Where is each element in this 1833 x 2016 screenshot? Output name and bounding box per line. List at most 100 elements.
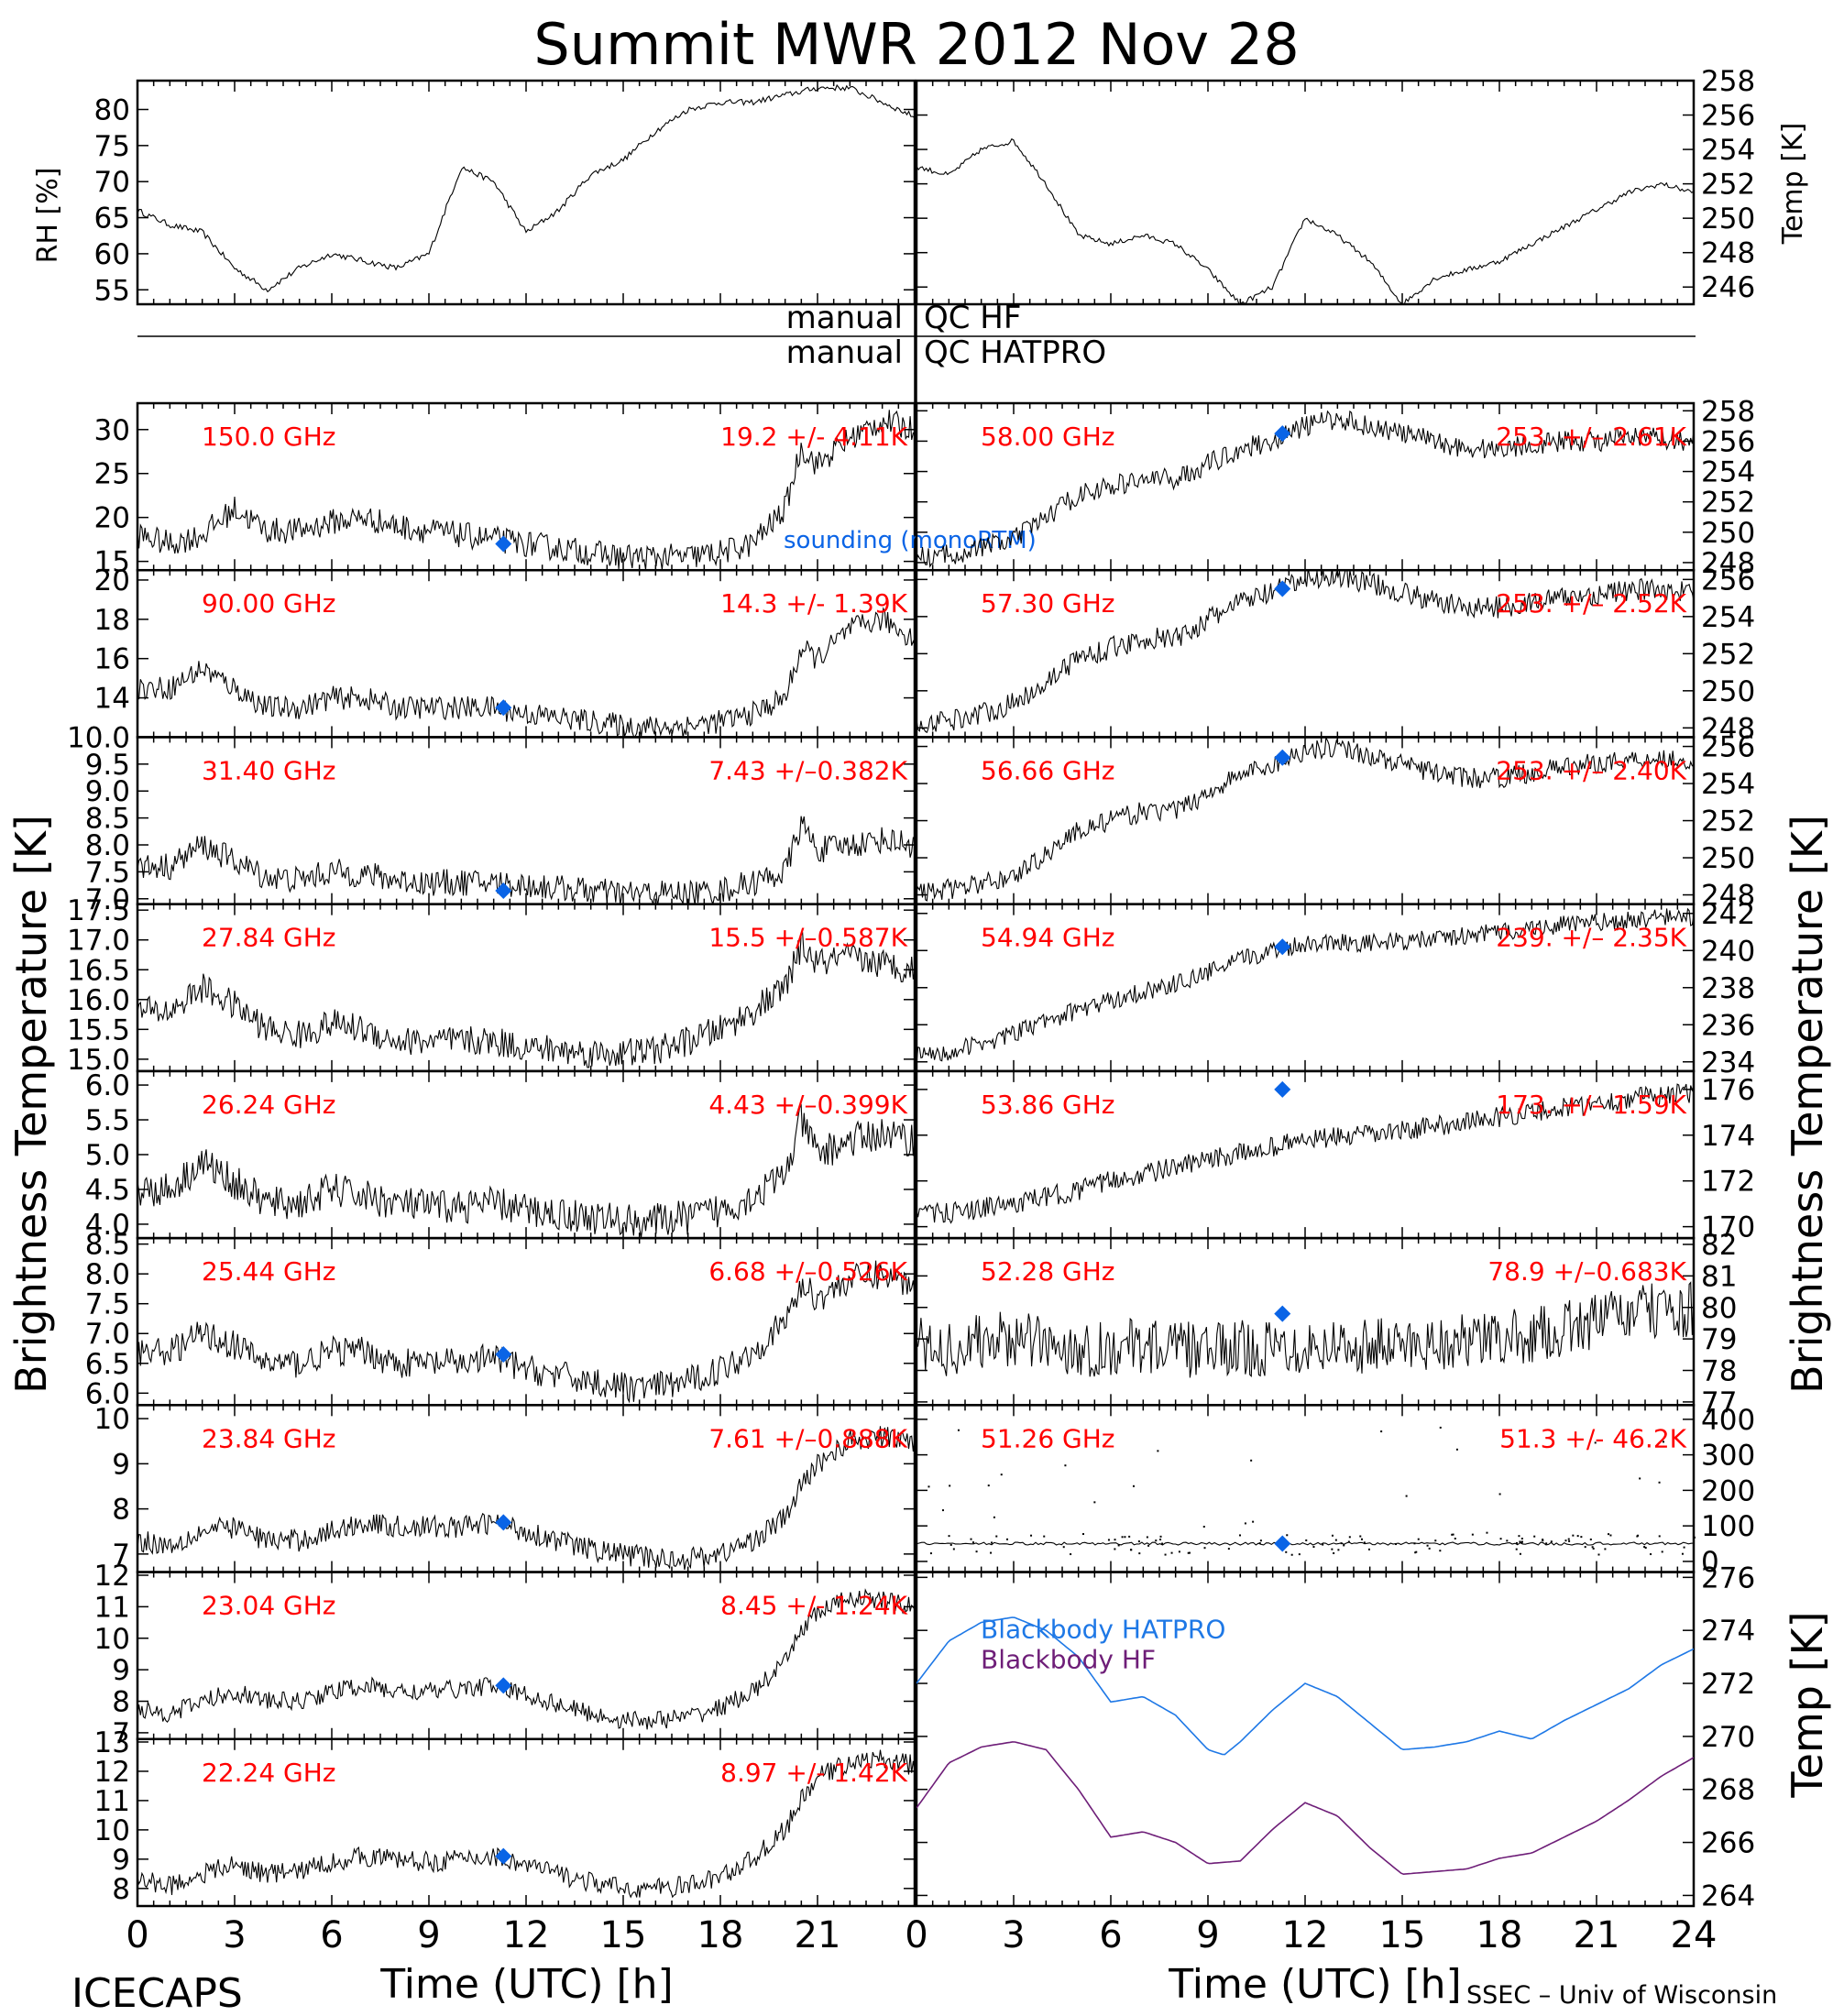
right-panel-0-ytick-label: 256 [1701,425,1755,458]
left-panel-0-sounding-marker [495,535,512,553]
right-panel-1-ytick-label: 248 [1701,712,1755,745]
x-tick-label-left: 18 [697,1914,744,1956]
right-panel-6-series [916,1541,1694,1546]
right-panel-6-point [1159,1539,1162,1541]
right-panel-6-point [1322,1543,1324,1546]
right-panel-6-point [1592,1547,1595,1550]
left-panel-3-ytick-label: 16.5 [67,954,130,987]
left-panel-7-freq-label: 23.04 GHz [202,1591,336,1621]
left-panel-1-stats-label: 14.3 +/- 1.39K [720,588,907,619]
blackbody-panel-ytick-label: 264 [1701,1879,1755,1912]
left-panel-8-stats-label: 8.97 +/- 1.42K [720,1758,907,1788]
right-panel-5-series [916,1281,1694,1378]
left-panel-4-ytick-label: 5.0 [85,1139,130,1172]
left-panel-2-ytick-label: 7.5 [85,856,130,889]
right-panel-6-point [1567,1538,1570,1540]
right-panel-6-point [1107,1539,1110,1541]
right-panel-0-stats-label: 253. +/– 2.61K [1496,422,1686,452]
right-panel-4-ytick-label: 176 [1701,1074,1755,1107]
left-panel-3-ytick-label: 17.5 [67,894,130,927]
blackbody-panel-ytick-label: 272 [1701,1668,1755,1701]
rh-panel-ytick-label: 65 [94,203,130,236]
right-panel-6-point [1683,1546,1685,1549]
right-panel-3-freq-label: 54.94 GHz [981,923,1115,953]
right-panel-6-stats-label: 51.3 +/- 46.2K [1499,1423,1686,1453]
right-panel-2-ytick-label: 256 [1701,731,1755,764]
right-panel-6-point [1693,1536,1696,1539]
left-panel-0-ytick-label: 25 [94,458,130,491]
right-panel-6-point [1164,1553,1167,1556]
temp-panel-ytick-label: 258 [1701,65,1755,98]
right-panel-1-stats-label: 253. +/– 2.52K [1496,588,1686,619]
left-panel-6-ytick-label: 7 [112,1539,130,1572]
left-panel-3-ytick-label: 17.0 [67,925,130,958]
right-panel-6-point [1030,1534,1033,1537]
right-panel-5-ytick-label: 77 [1701,1386,1737,1419]
right-panel-6-point [1584,1546,1586,1549]
left-panel-6-ytick-label: 10 [94,1403,130,1436]
blackbody-panel-ytick-label: 266 [1701,1827,1755,1860]
right-panel-6-point [1471,1533,1474,1536]
left-panel-8-ytick-label: 11 [94,1785,130,1818]
left-panel-7-ytick-label: 12 [94,1560,130,1593]
right-panel-6-point [1157,1450,1159,1452]
x-tick-label-right: 0 [905,1914,927,1956]
right-panel-6-point [1519,1540,1521,1543]
right-panel-6-point [1572,1534,1575,1537]
right-panel-6-point [948,1535,950,1538]
right-panel-6-point [1114,1548,1116,1550]
left-panel-2-series [137,816,915,904]
left-panel-6-ytick-label: 8 [112,1494,130,1527]
left-panel-2-ytick-label: 10.0 [67,721,130,754]
right-panel-6-point [1564,1539,1567,1542]
left-panel-5-ytick-label: 6.0 [85,1377,130,1410]
right-panel-6-point [1298,1553,1301,1556]
right-panel-3-ytick-label: 238 [1701,972,1755,1005]
right-panel-6-point [1434,1539,1437,1542]
left-panel-2-ytick-label: 9.5 [85,749,130,782]
temp-panel-ytick-label: 254 [1701,134,1755,167]
right-panel-6-point [1506,1539,1509,1542]
temp-panel-ytick-label: 256 [1701,100,1755,133]
right-panel-0-series [916,410,1694,569]
temp-panel-ytick-label: 246 [1701,271,1755,304]
right-panel-6-point [1347,1540,1350,1543]
right-panel-0-ytick-label: 258 [1701,395,1755,428]
right-panel-2-ytick-label: 250 [1701,842,1755,875]
rh-panel-ytick-label: 70 [94,166,130,199]
left-panel-4-ytick-label: 4.5 [85,1174,130,1207]
right-panel-6-point [1114,1539,1116,1541]
footer-right: SSEC – Univ of Wisconsin [1466,1981,1777,2010]
right-panel-5-ytick-label: 78 [1701,1355,1737,1388]
right-panel-6-point [1658,1481,1661,1484]
right-panel-5-ytick-label: 80 [1701,1292,1737,1325]
right-panel-6-point [1644,1547,1647,1550]
right-panel-5-ytick-label: 81 [1701,1260,1737,1293]
right-panel-6-point [1305,1539,1308,1541]
right-panel-6-point [970,1538,972,1540]
right-panel-6-point [1542,1539,1544,1541]
right-panel-6-point [1290,1553,1293,1556]
rh-panel-ytick-label: 80 [94,93,130,126]
right-panel-6-point [1520,1540,1523,1543]
right-panel-6-point [1227,1548,1230,1550]
right-panel-0-sounding-marker [1274,425,1291,443]
right-panel-6-point [1159,1535,1162,1538]
right-panel-6-point [1082,1533,1085,1536]
right-panel-6-point [987,1485,990,1487]
left-panel-6-stats-label: 7.61 +/–0.888K [708,1423,907,1453]
right-panel-6-point [1070,1553,1072,1556]
left-panel-4-freq-label: 26.24 GHz [202,1090,336,1120]
right-panel-5-freq-label: 52.28 GHz [981,1256,1115,1287]
left-panel-0-ytick-label: 20 [94,502,130,535]
right-panel-1-series [916,570,1694,733]
left-panel-6-freq-label: 23.84 GHz [202,1423,336,1453]
x-tick-label-left: 9 [417,1914,440,1956]
right-panel-1-ytick-label: 254 [1701,601,1755,634]
right-panel-6-point [1455,1448,1458,1451]
right-panel-3-series [916,907,1694,1064]
left-panel-3-series [137,931,915,1068]
temp-panel-ytick-label: 248 [1701,237,1755,270]
right-panel-6-point [995,1535,998,1538]
x-tick-label-right: 18 [1476,1914,1523,1956]
